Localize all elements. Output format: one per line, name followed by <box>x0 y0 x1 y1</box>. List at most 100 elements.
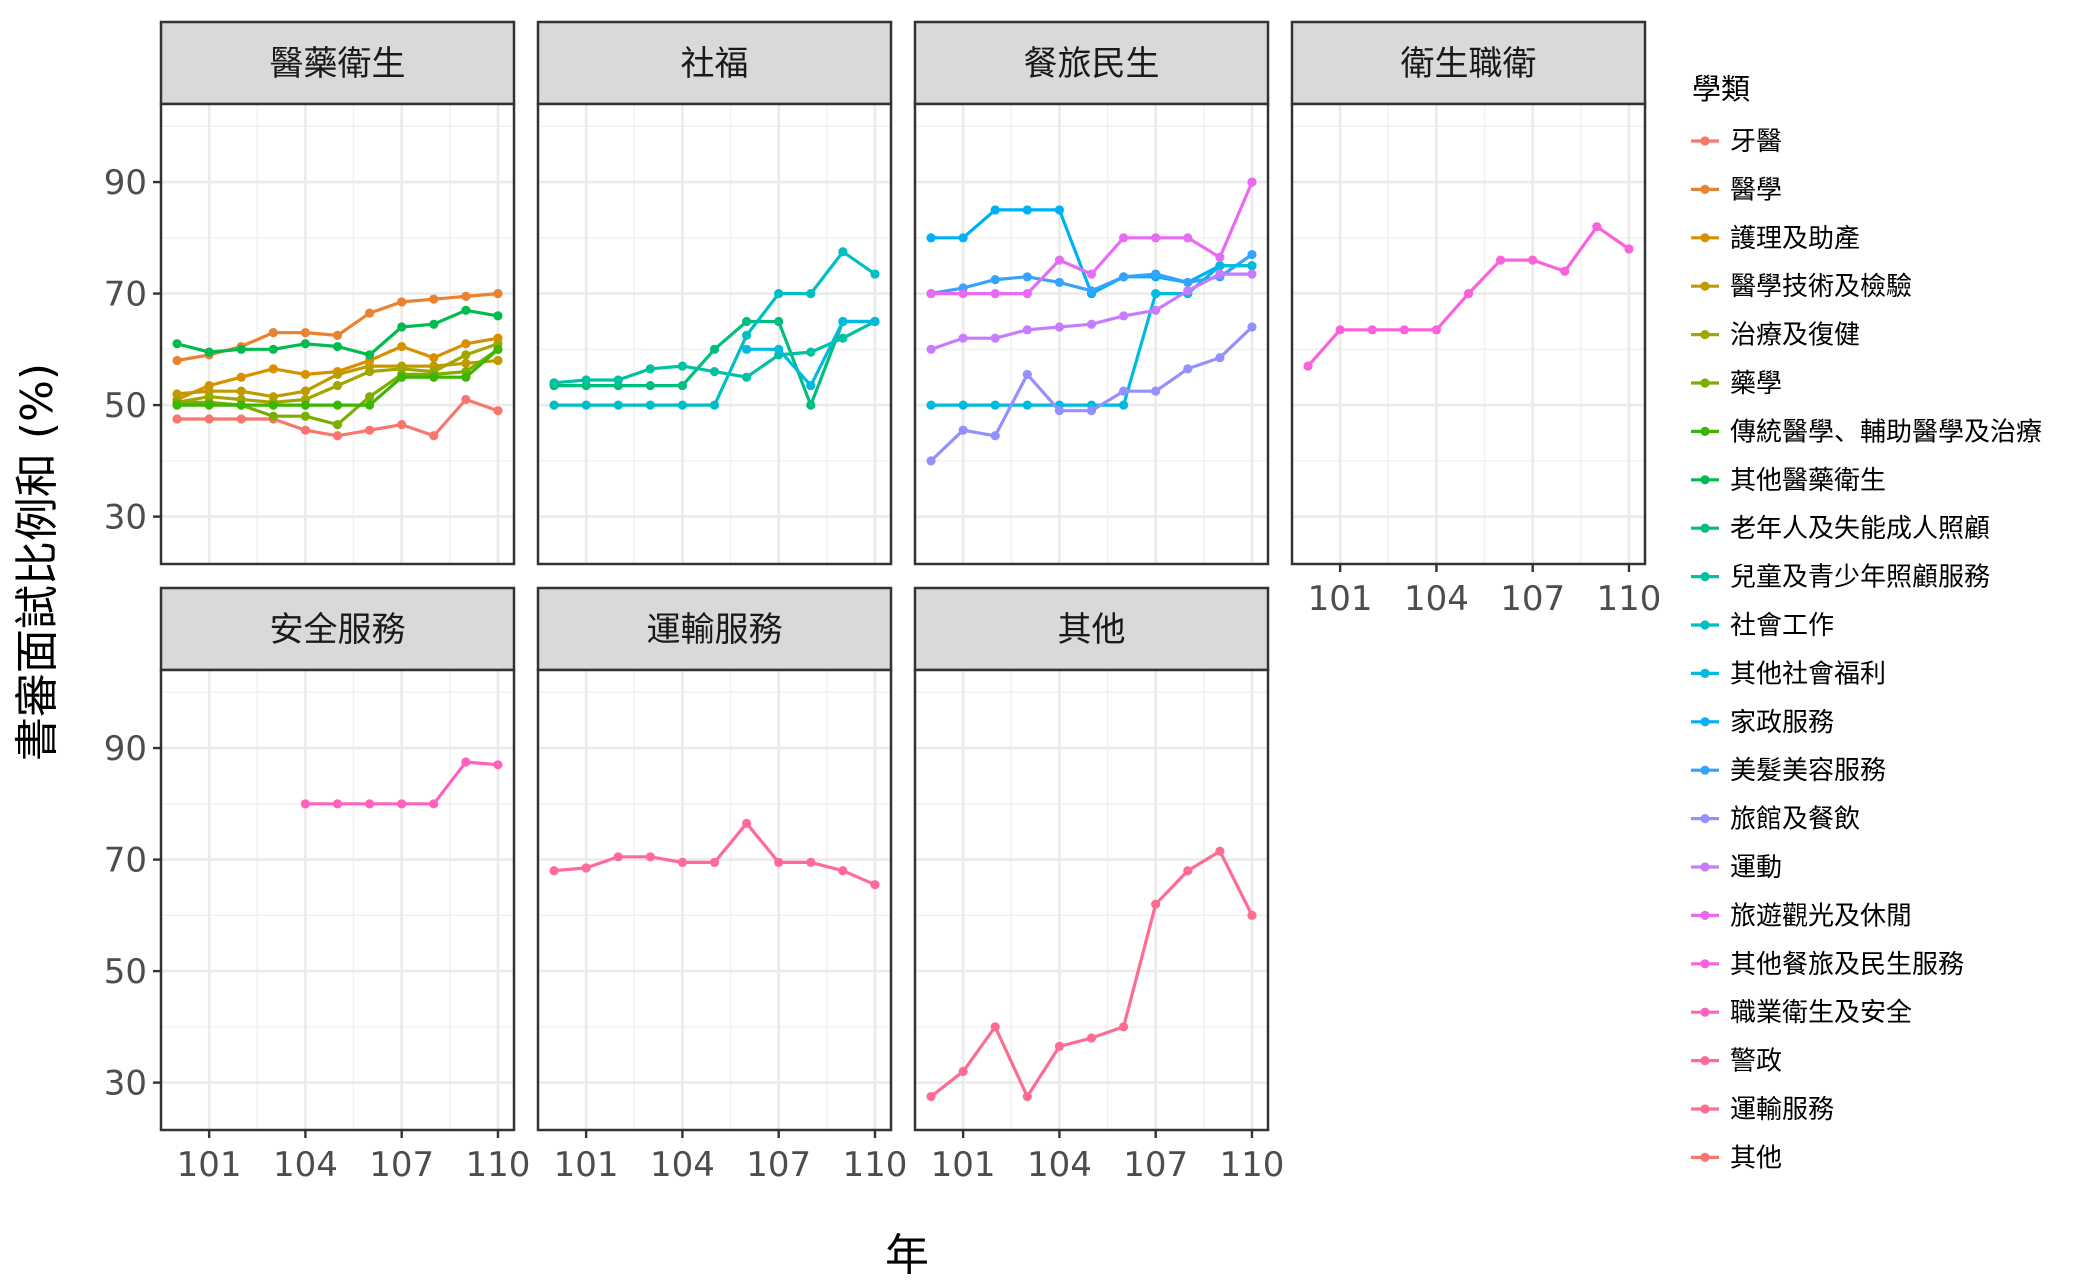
data-point <box>774 316 784 327</box>
data-point <box>1054 205 1065 215</box>
data-point <box>1528 255 1538 265</box>
data-point <box>332 400 343 410</box>
x-tick-label: 101 <box>554 1145 619 1185</box>
data-point <box>990 333 1000 343</box>
data-point <box>364 367 375 377</box>
data-point <box>741 316 752 327</box>
legend-key-point <box>1700 378 1710 388</box>
data-point <box>429 353 439 363</box>
x-tick-label: 110 <box>1597 579 1662 619</box>
legend-key-point <box>1700 814 1710 824</box>
panel-title: 運輸服務 <box>647 610 783 650</box>
data-point <box>1183 286 1193 296</box>
panel-strip <box>536 586 893 672</box>
data-point <box>926 233 936 243</box>
data-point <box>581 375 591 385</box>
data-point <box>461 350 471 360</box>
legend-key-point <box>1700 620 1710 630</box>
data-point <box>1335 325 1345 335</box>
y-tick-label: 90 <box>104 729 147 769</box>
data-point <box>806 400 816 410</box>
data-point <box>1399 325 1409 335</box>
data-point <box>1022 205 1032 215</box>
data-point <box>741 330 752 340</box>
panel-background <box>161 670 514 1130</box>
legend-label: 社會工作 <box>1730 611 1834 641</box>
data-point <box>990 205 1000 215</box>
data-point <box>1151 288 1161 299</box>
data-point <box>461 372 471 382</box>
data-point <box>332 380 343 391</box>
legend-key-point <box>1700 136 1710 146</box>
data-point <box>429 319 439 329</box>
y-tick-label: 30 <box>104 498 147 538</box>
data-point <box>549 866 559 876</box>
legend-key-point <box>1700 233 1710 243</box>
data-point <box>461 757 471 767</box>
panel-border <box>913 668 1270 1132</box>
data-point <box>332 369 343 380</box>
data-point <box>1247 322 1257 332</box>
data-point <box>429 431 439 441</box>
data-point <box>268 400 278 410</box>
legend-key-point <box>1700 281 1710 291</box>
data-point <box>1022 325 1032 335</box>
legend-label: 其他餐旅及民生服務 <box>1730 950 1964 980</box>
data-point <box>709 367 720 377</box>
legend-label: 旅遊觀光及休閒 <box>1730 901 1912 931</box>
data-point <box>549 400 559 410</box>
legend-key-point <box>1700 330 1710 340</box>
data-point <box>1151 899 1161 909</box>
x-tick-label: 110 <box>1220 1145 1285 1185</box>
data-point <box>645 400 655 410</box>
data-point <box>990 400 1000 410</box>
data-point <box>774 288 784 299</box>
data-point <box>1431 325 1442 335</box>
data-point <box>332 420 343 430</box>
data-point <box>1215 846 1225 856</box>
data-point <box>838 866 848 876</box>
data-point <box>364 350 375 360</box>
data-point <box>838 247 848 257</box>
data-point <box>268 364 278 374</box>
panel-background <box>1292 104 1645 564</box>
panel-border <box>159 102 516 566</box>
data-point <box>1086 406 1097 416</box>
data-point <box>1151 386 1161 396</box>
data-point <box>300 411 311 421</box>
x-tick-label: 107 <box>369 1145 434 1185</box>
data-point <box>613 375 623 385</box>
legend-label: 職業衛生及安全 <box>1730 998 1912 1028</box>
legend-label: 其他醫藥衛生 <box>1730 466 1886 496</box>
legend-key-point <box>1700 1152 1710 1162</box>
data-point <box>1086 286 1097 296</box>
panel-strip <box>913 20 1270 106</box>
data-point <box>493 406 503 416</box>
data-point <box>1118 386 1129 396</box>
data-point <box>236 344 246 354</box>
data-point <box>300 328 311 338</box>
y-tick-label: 90 <box>104 163 147 203</box>
legend-label: 治療及復健 <box>1730 321 1860 351</box>
data-point <box>300 799 311 809</box>
data-point <box>838 333 848 343</box>
data-point <box>364 425 375 435</box>
data-point <box>397 322 407 332</box>
y-axis-title: 書審面試比例和 (%) <box>12 363 63 761</box>
panel-background <box>915 670 1268 1130</box>
data-point <box>172 355 182 366</box>
legend-label: 運動 <box>1730 853 1782 883</box>
data-point <box>397 420 407 430</box>
data-point <box>613 852 623 862</box>
legend-label: 美髮美容服務 <box>1730 756 1886 786</box>
data-point <box>493 344 503 354</box>
legend-key-point <box>1700 765 1710 775</box>
data-point <box>1303 361 1313 371</box>
data-point <box>677 400 688 410</box>
legend-key-point <box>1700 910 1710 921</box>
data-point <box>1183 277 1193 288</box>
x-tick-label: 107 <box>1500 579 1565 619</box>
data-point <box>172 339 182 349</box>
data-point <box>581 863 591 873</box>
legend-label: 藥學 <box>1730 369 1782 399</box>
